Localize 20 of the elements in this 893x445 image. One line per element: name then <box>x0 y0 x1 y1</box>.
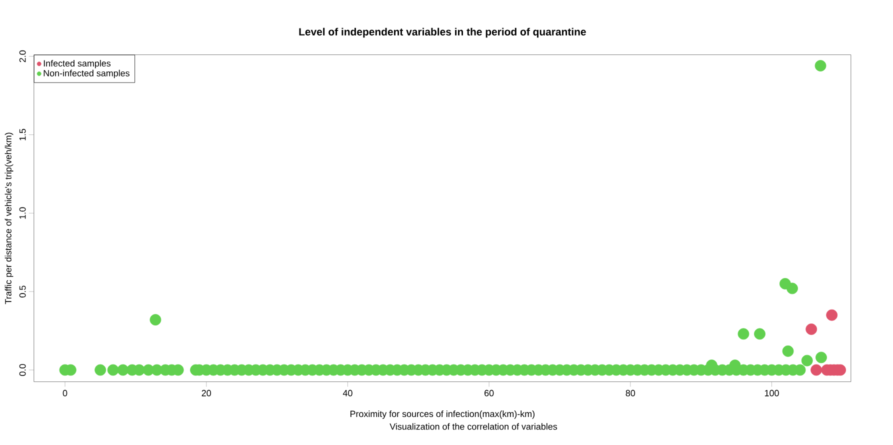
y-tick-label: 1.0 <box>19 207 26 219</box>
x-tick-label: 0 <box>62 390 68 396</box>
y-axis-title: Traffic per distance of vehicle's trip(veh/km) <box>4 132 14 304</box>
legend-label: Non-infected samples <box>44 70 130 78</box>
chart-title: Level of independent variables in the period of quarantine <box>299 28 586 38</box>
y-tick-label: 0.5 <box>19 286 26 298</box>
y-tick-label: 0.0 <box>19 364 26 376</box>
text: Visualization of the correlation of variables <box>390 423 558 430</box>
x-tick-label: 20 <box>202 390 211 396</box>
legend-label: Infected samples <box>44 60 111 68</box>
x-tick-label: 60 <box>484 390 494 396</box>
point <box>810 364 822 376</box>
y-tick-label: 1.5 <box>19 128 26 140</box>
x-tick-label: 100 <box>764 390 779 396</box>
point <box>806 324 818 335</box>
point <box>826 309 838 321</box>
x-tick-label: 80 <box>626 390 636 396</box>
y-tick-label: 2.0 <box>19 50 26 62</box>
x-axis-title: Proximity for sources of infection(max(km)-km) <box>350 410 535 419</box>
x-tick-label: 40 <box>342 390 352 396</box>
